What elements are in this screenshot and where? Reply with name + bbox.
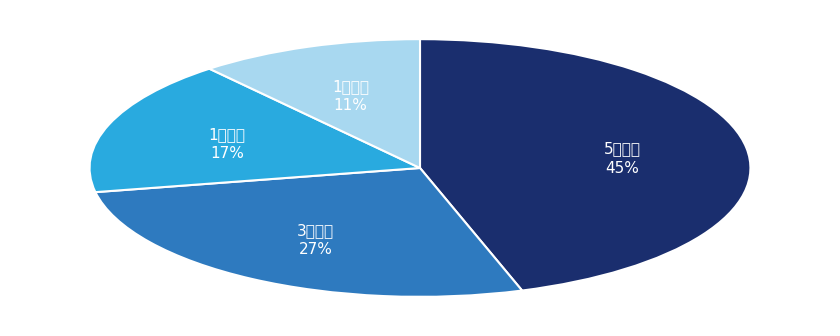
Text: 3割以上: 3割以上	[297, 223, 334, 238]
Text: 45%: 45%	[606, 161, 639, 176]
Wedge shape	[420, 39, 750, 291]
Text: 5割以上: 5割以上	[604, 141, 641, 157]
Text: 1割以上: 1割以上	[208, 127, 246, 142]
Wedge shape	[96, 168, 522, 297]
Text: 11%: 11%	[333, 98, 368, 113]
Wedge shape	[90, 69, 420, 192]
Text: 1割未満: 1割未満	[332, 79, 369, 94]
Text: 27%: 27%	[299, 242, 333, 257]
Text: 17%: 17%	[210, 146, 244, 161]
Wedge shape	[209, 39, 420, 168]
